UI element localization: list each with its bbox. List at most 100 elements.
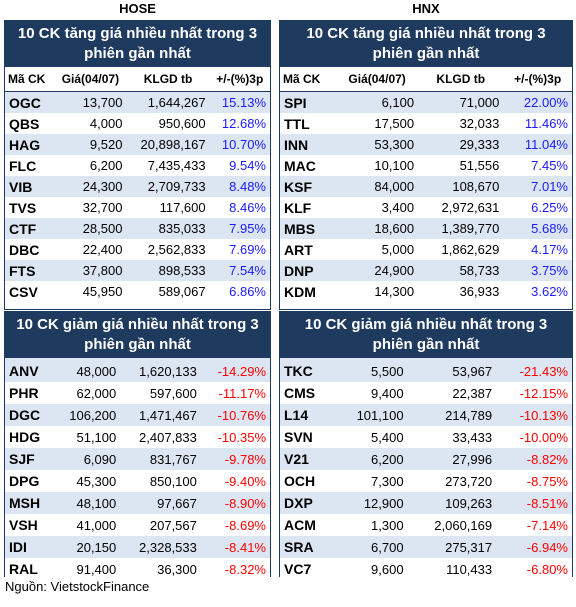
table-row: PHR 62,000 597,600 -11.17% (5, 382, 270, 404)
cell-volume: 71,000 (418, 91, 504, 113)
table-row: TTL 17,500 32,033 11.46% (280, 113, 572, 134)
cell-volume: 597,600 (120, 382, 201, 404)
header-price: Giá(04/07) (54, 67, 127, 92)
hnx-gainers-table: Mã CK Giá(04/07) KLGD tb +/-(%)3p SPI 6,1… (280, 67, 572, 302)
cell-symbol: CSV (5, 281, 55, 302)
cell-change: -6.94% (496, 536, 572, 558)
cell-symbol: VC7 (280, 558, 334, 580)
cell-change: 4.17% (503, 239, 572, 260)
cell-price: 53,300 (336, 134, 419, 155)
hnx-gainers-title: 10 CK tăng giá nhiều nhất trong 3 phiên … (280, 21, 572, 67)
cell-volume: 29,333 (418, 134, 504, 155)
cell-symbol: INN (280, 134, 337, 155)
cell-price: 91,400 (52, 558, 121, 580)
cell-symbol: ACM (280, 514, 334, 536)
table-row: QBS 4,000 950,600 12.68% (5, 113, 270, 134)
cell-symbol: QBS (5, 113, 55, 134)
cell-symbol: KSF (280, 176, 337, 197)
cell-change: 3.62% (503, 281, 572, 302)
header-change: +/-(%)3p (503, 67, 572, 92)
cell-symbol: VSH (5, 514, 53, 536)
cell-symbol: ANV (5, 358, 53, 382)
cell-price: 13,700 (54, 91, 127, 113)
cell-change: -21.43% (496, 358, 572, 382)
cell-change: -10.13% (496, 404, 572, 426)
cell-change: 9.54% (209, 155, 270, 176)
cell-volume: 110,433 (407, 558, 497, 580)
cell-symbol: CTF (5, 218, 55, 239)
hnx-losers-table: TKC 5,500 53,967 -21.43% CMS 9,400 22,387 -12.1… (280, 358, 572, 580)
table-row: RAL 91,400 36,300 -8.32% (5, 558, 270, 580)
cell-volume: 850,100 (120, 470, 201, 492)
cell-price: 28,500 (54, 218, 127, 239)
cell-price: 5,400 (333, 426, 408, 448)
cell-change: 11.04% (503, 134, 572, 155)
table-row: FTS 37,800 898,533 7.54% (5, 260, 270, 281)
cell-volume: 32,033 (418, 113, 504, 134)
hnx-top-gainers-panel: 10 CK tăng giá nhiều nhất trong 3 phiên … (279, 20, 573, 310)
cell-price: 6,200 (54, 155, 127, 176)
cell-price: 45,950 (54, 281, 127, 302)
cell-change: -8.32% (200, 558, 270, 580)
cell-symbol: SRA (280, 536, 334, 558)
cell-symbol: OGC (5, 91, 55, 113)
cell-price: 10,100 (336, 155, 419, 176)
cell-price: 12,900 (333, 492, 408, 514)
cell-symbol: SPI (280, 91, 337, 113)
cell-price: 9,520 (54, 134, 127, 155)
cell-change: 7.54% (209, 260, 270, 281)
table-row: MAC 10,100 51,556 7.45% (280, 155, 572, 176)
table-row: IDI 20,150 2,328,533 -8.41% (5, 536, 270, 558)
cell-volume: 589,067 (126, 281, 210, 302)
cell-symbol: MBS (280, 218, 337, 239)
cell-volume: 51,556 (418, 155, 504, 176)
cell-price: 51,100 (52, 426, 121, 448)
cell-change: -9.40% (200, 470, 270, 492)
table-row: SVN 5,400 33,433 -10.00% (280, 426, 572, 448)
cell-symbol: DNP (280, 260, 337, 281)
cell-price: 3,400 (336, 197, 419, 218)
table-row: MBS 18,600 1,389,770 5.68% (280, 218, 572, 239)
hose-top-gainers-panel: 10 CK tăng giá nhiều nhất trong 3 phiên … (4, 20, 271, 310)
table-row: DBC 22,400 2,562,833 7.69% (5, 239, 270, 260)
cell-volume: 1,471,467 (120, 404, 201, 426)
cell-symbol: L14 (280, 404, 334, 426)
cell-symbol: FTS (5, 260, 55, 281)
cell-change: 7.01% (503, 176, 572, 197)
table-row: ART 5,000 1,862,629 4.17% (280, 239, 572, 260)
cell-symbol: TTL (280, 113, 337, 134)
cell-change: 22.00% (503, 91, 572, 113)
cell-symbol: KDM (280, 281, 337, 302)
cell-volume: 1,389,770 (418, 218, 504, 239)
cell-volume: 33,433 (407, 426, 497, 448)
cell-symbol: VIB (5, 176, 55, 197)
cell-volume: 831,767 (120, 448, 201, 470)
cell-volume: 898,533 (126, 260, 210, 281)
table-row: CSV 45,950 589,067 6.86% (5, 281, 270, 302)
cell-price: 37,800 (54, 260, 127, 281)
table-row: HAG 9,520 20,898,167 10.70% (5, 134, 270, 155)
cell-volume: 7,435,433 (126, 155, 210, 176)
cell-change: -9.78% (200, 448, 270, 470)
cell-volume: 950,600 (126, 113, 210, 134)
cell-change: 6.25% (503, 197, 572, 218)
cell-price: 1,300 (333, 514, 408, 536)
table-row: MSH 48,100 97,667 -8.90% (5, 492, 270, 514)
cell-change: -8.75% (496, 470, 572, 492)
cell-change: 7.69% (209, 239, 270, 260)
cell-symbol: MSH (5, 492, 53, 514)
cell-change: -8.90% (200, 492, 270, 514)
hose-losers-table: ANV 48,000 1,620,133 -14.29% PHR 62,000 597,60… (5, 358, 270, 580)
cell-volume: 97,667 (120, 492, 201, 514)
cell-symbol: TVS (5, 197, 55, 218)
cell-change: 15.13% (209, 91, 270, 113)
cell-change: 8.48% (209, 176, 270, 197)
cell-price: 9,400 (333, 382, 408, 404)
cell-symbol: SJF (5, 448, 53, 470)
table-row: VC7 9,600 110,433 -6.80% (280, 558, 572, 580)
cell-price: 22,400 (54, 239, 127, 260)
cell-volume: 275,317 (407, 536, 497, 558)
cell-volume: 2,407,833 (120, 426, 201, 448)
cell-price: 62,000 (52, 382, 121, 404)
cell-symbol: ART (280, 239, 337, 260)
